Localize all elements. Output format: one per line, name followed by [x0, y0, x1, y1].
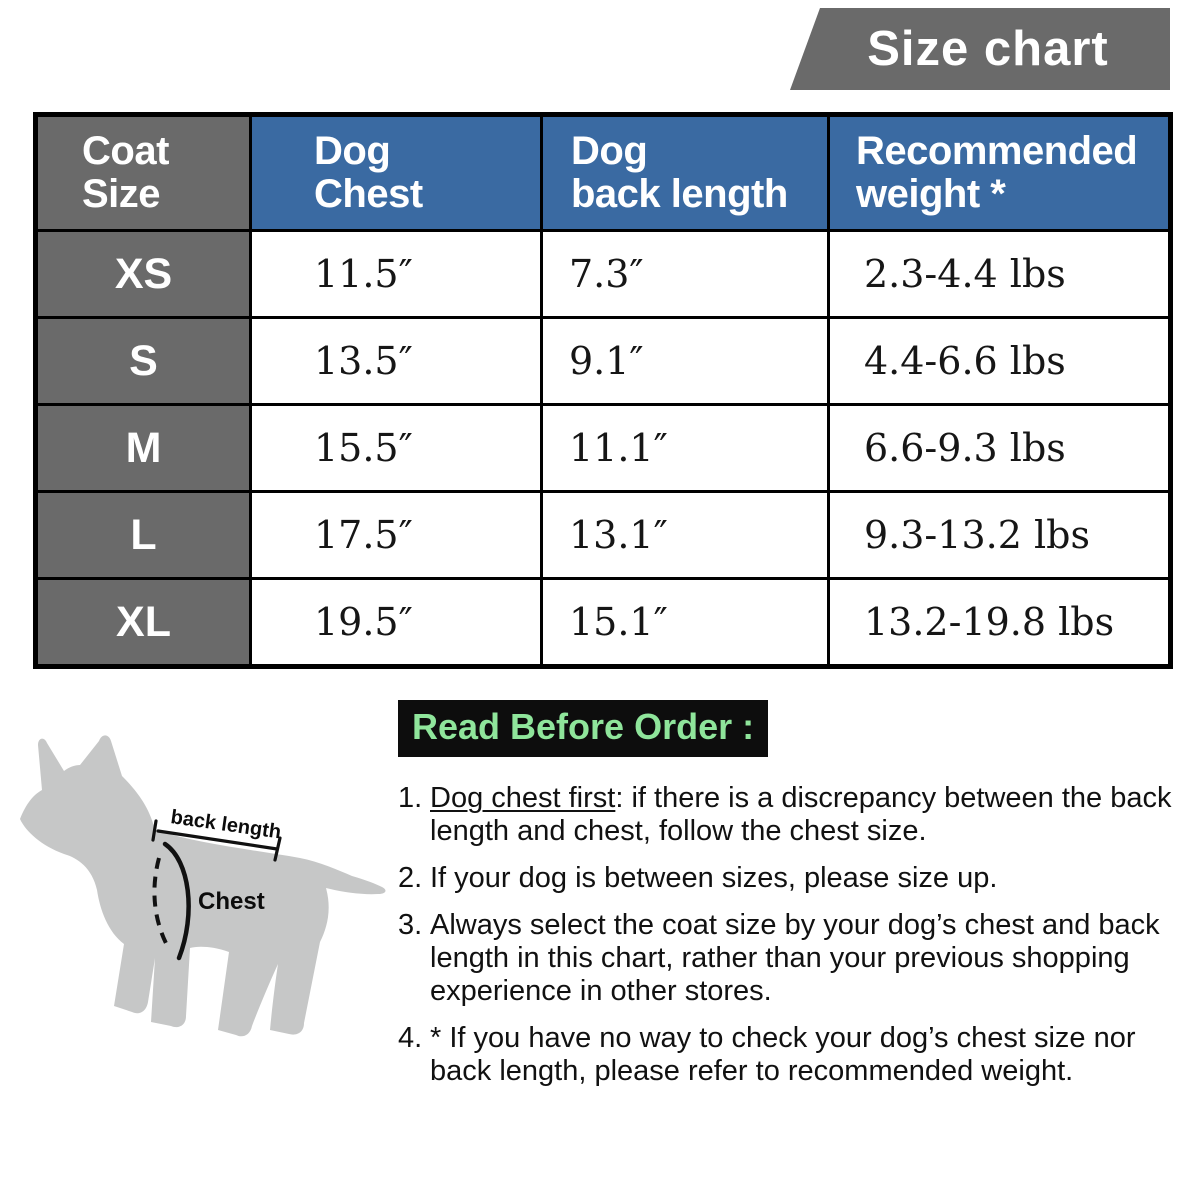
table-row: S 13.5″ 9.1″ 4.4-6.6 lbs: [34, 316, 1172, 406]
note-number: 4.: [398, 1022, 423, 1055]
notes-list: 1. Dog chest first: if there is a discrep…: [398, 782, 1180, 1102]
chest-arc-line: [162, 841, 191, 961]
note-text: Always select the coat size by your dog’…: [430, 909, 1160, 1008]
table-row: M 15.5″ 11.1″ 6.6-9.3 lbs: [34, 403, 1172, 493]
table-row: XL 19.5″ 15.1″ 13.2-19.8 lbs: [34, 577, 1172, 668]
note-item: 4. * If you have no way to check your dog…: [398, 1022, 1180, 1088]
back-length-cell: 15.1″: [540, 577, 830, 668]
note-number: 1.: [398, 782, 423, 814]
dog-silhouette-icon: [20, 735, 386, 1037]
note-item: 1. Dog chest first: if there is a discrep…: [398, 782, 1180, 848]
weight-cell: 2.3-4.4 lbs: [827, 229, 1172, 319]
page-title: Size chart: [867, 22, 1109, 76]
chest-cell: 13.5″: [249, 316, 543, 406]
size-cell: XL: [34, 577, 252, 668]
header-recommended-weight: Recommended weight *: [827, 113, 1172, 232]
size-cell: M: [34, 403, 252, 493]
weight-cell: 13.2-19.8 lbs: [827, 577, 1172, 668]
header-dog-back-length: Dog back length: [540, 113, 830, 232]
back-length-cell: 13.1″: [540, 490, 830, 580]
note-text: * If you have no way to check your dog’s…: [430, 1022, 1136, 1088]
note-number: 3.: [398, 909, 423, 942]
size-table: Coat Size Dog Chest Dog back length Reco…: [33, 112, 1173, 669]
chest-cell: 19.5″: [249, 577, 543, 668]
chest-cell: 17.5″: [249, 490, 543, 580]
notes-heading: Read Before Order :: [398, 700, 769, 757]
size-chart-banner: Size chart: [790, 8, 1170, 90]
weight-cell: 9.3-13.2 lbs: [827, 490, 1172, 580]
chest-cell: 15.5″: [249, 403, 543, 493]
header-coat-size: Coat Size: [34, 113, 252, 232]
chest-label: Chest: [198, 888, 265, 915]
note-number: 2.: [398, 862, 423, 895]
note-text: : if there is a discrepancy between the …: [430, 782, 1172, 848]
size-cell: S: [34, 316, 252, 406]
note-lead-text: Dog chest first: [430, 782, 616, 814]
size-cell: L: [34, 490, 252, 580]
back-length-cell: 7.3″: [540, 229, 830, 319]
size-cell: XS: [34, 229, 252, 319]
dog-measurement-diagram: back length Chest: [20, 735, 386, 1037]
table-row: XS 11.5″ 7.3″ 2.3-4.4 lbs: [34, 229, 1172, 319]
weight-cell: 4.4-6.6 lbs: [827, 316, 1172, 406]
table-header-row: Coat Size Dog Chest Dog back length Reco…: [34, 113, 1172, 232]
header-dog-chest: Dog Chest: [249, 113, 543, 232]
note-text: If your dog is between sizes, please siz…: [430, 862, 998, 895]
chest-cell: 11.5″: [249, 229, 543, 319]
note-item: 2. If your dog is between sizes, please s…: [398, 862, 1180, 895]
weight-cell: 6.6-9.3 lbs: [827, 403, 1172, 493]
back-length-label: back length: [169, 806, 282, 843]
table-row: L 17.5″ 13.1″ 9.3-13.2 lbs: [34, 490, 1172, 580]
note-item: 3. Always select the coat size by your do…: [398, 909, 1180, 1008]
chest-dashed-line: [152, 857, 171, 950]
back-length-measure-line: [151, 819, 282, 862]
back-length-cell: 11.1″: [540, 403, 830, 493]
back-length-cell: 9.1″: [540, 316, 830, 406]
